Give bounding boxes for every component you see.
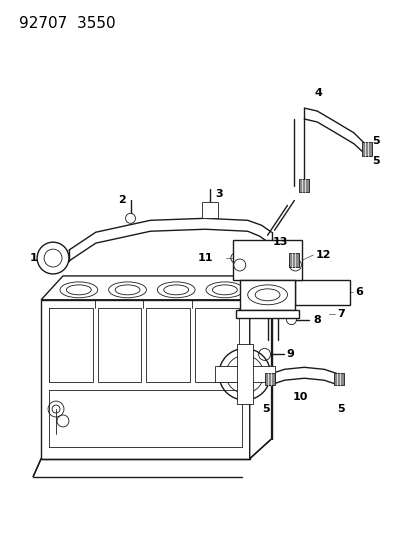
Circle shape	[289, 259, 301, 271]
Text: 5: 5	[262, 404, 270, 414]
Text: 12: 12	[315, 250, 330, 260]
Text: 1: 1	[29, 253, 37, 263]
Text: 10: 10	[292, 392, 307, 402]
Bar	[97, 308, 141, 382]
Bar	[235, 310, 299, 318]
Polygon shape	[41, 276, 271, 300]
Text: 5: 5	[371, 136, 379, 146]
Bar	[195, 308, 238, 382]
Text: 5: 5	[371, 156, 379, 166]
Bar	[239, 280, 295, 310]
Circle shape	[233, 259, 245, 271]
Bar	[232, 240, 301, 280]
Text: 8: 8	[313, 314, 320, 325]
Text: 7: 7	[336, 309, 344, 319]
Bar	[146, 308, 190, 382]
Text: 9: 9	[286, 350, 294, 359]
Bar	[289, 253, 299, 267]
Bar	[333, 373, 343, 385]
Bar	[361, 142, 371, 156]
Bar	[299, 179, 309, 192]
Text: 11: 11	[197, 253, 213, 263]
Bar	[49, 308, 93, 382]
Bar	[264, 373, 274, 385]
Polygon shape	[249, 276, 271, 459]
Polygon shape	[41, 300, 249, 459]
Bar	[214, 366, 274, 382]
Text: 92707  3550: 92707 3550	[19, 16, 116, 31]
Text: 6: 6	[354, 287, 362, 297]
Bar	[295, 280, 349, 305]
Text: 4: 4	[313, 88, 321, 98]
Text: 13: 13	[272, 237, 287, 247]
Text: 2: 2	[118, 196, 126, 205]
Text: 3: 3	[214, 190, 222, 199]
Bar	[236, 344, 252, 404]
Bar	[202, 203, 217, 219]
Text: 5: 5	[336, 404, 344, 414]
